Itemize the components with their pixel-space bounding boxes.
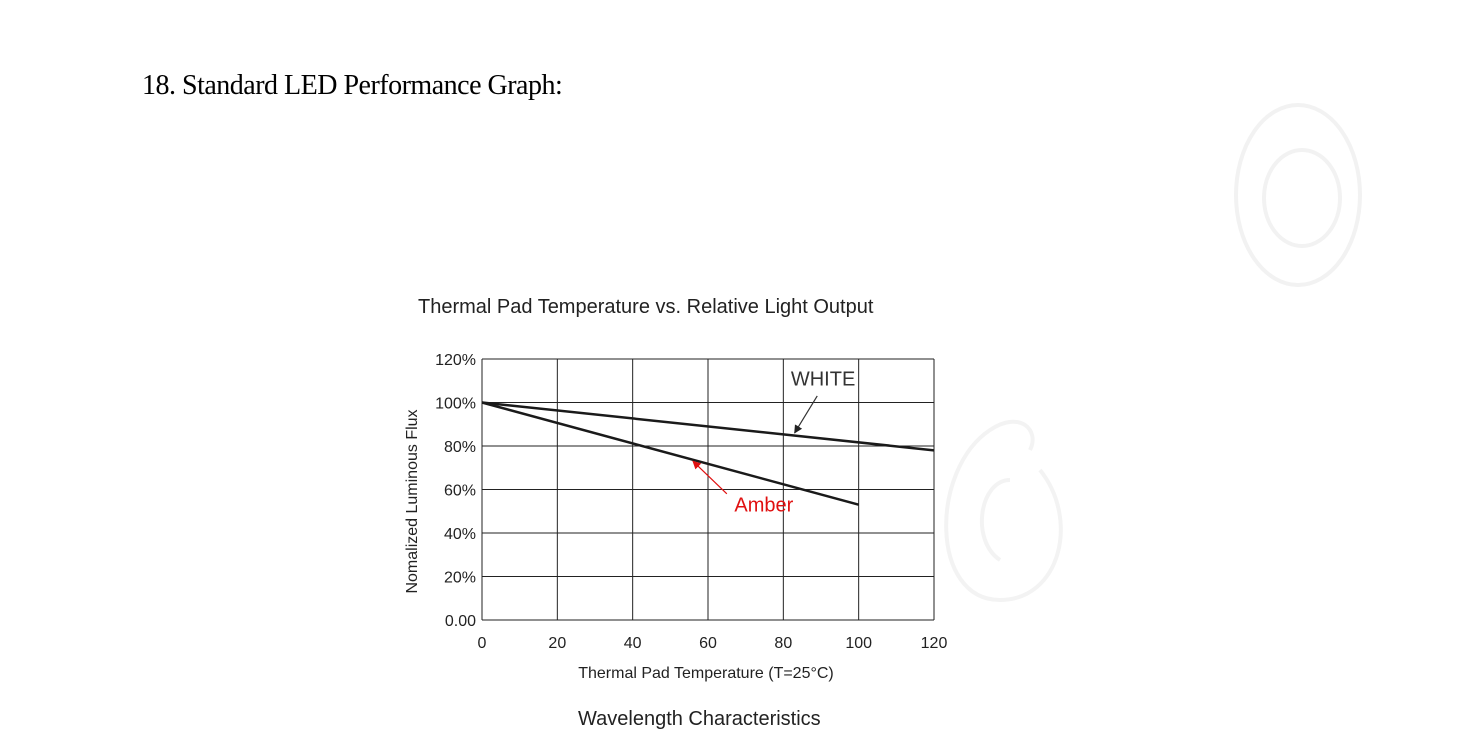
x-tick-label: 120 (921, 635, 948, 652)
chart-axes: 0 20 40 60 80 100 120 0.00 20% 40% 60% 80% 100% 120% T… (404, 352, 947, 682)
y-tick-label: 0.00 (445, 613, 476, 630)
x-tick-label: 20 (548, 635, 566, 652)
chart-labels: WHITE Amber (692, 369, 855, 517)
x-tick-label: 40 (624, 635, 642, 652)
chart-title: Thermal Pad Temperature vs. Relative Lig… (418, 296, 874, 318)
y-tick-label: 60% (444, 483, 476, 500)
x-axis-label: Thermal Pad Temperature (T=25°C) (578, 665, 834, 682)
y-tick-label: 80% (444, 439, 476, 456)
series-line-white (481, 401, 935, 452)
y-tick-label: 20% (444, 570, 476, 587)
x-tick-label: 80 (774, 635, 792, 652)
series-arrow-amber (692, 460, 728, 495)
x-tick-label: 60 (699, 635, 717, 652)
y-tick-label: 120% (435, 352, 476, 369)
series-arrow-white (794, 395, 818, 434)
y-tick-label: 40% (444, 526, 476, 543)
x-tick-label: 100 (845, 635, 872, 652)
chart-grid (481, 358, 935, 621)
wavelength-heading: Wavelength Characteristics (578, 708, 821, 730)
series-line-amber (481, 401, 859, 506)
chart-series (481, 401, 935, 506)
x-tick-label: 0 (478, 635, 487, 652)
series-label-amber: Amber (734, 495, 793, 517)
section-heading: 18. Standard LED Performance Graph: (142, 70, 563, 101)
y-axis-label: Nomalized Luminous Flux (404, 409, 421, 593)
y-tick-label: 100% (435, 396, 476, 413)
series-label-white: WHITE (791, 369, 855, 391)
